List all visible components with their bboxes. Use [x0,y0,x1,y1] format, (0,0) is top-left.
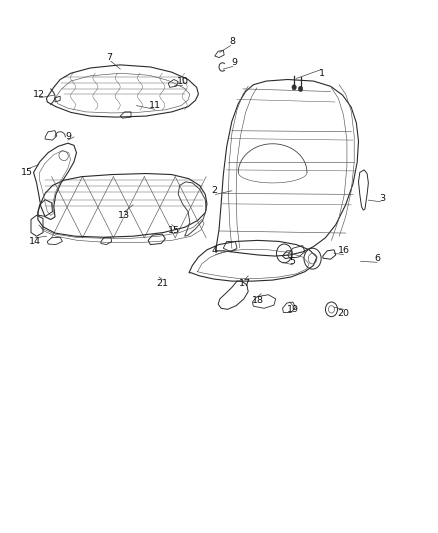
Text: 6: 6 [375,254,381,263]
Text: 11: 11 [148,101,161,110]
Text: 15: 15 [168,227,180,236]
Text: 18: 18 [252,296,264,305]
Text: 13: 13 [118,211,130,220]
Circle shape [292,85,296,90]
Text: 7: 7 [106,53,113,62]
Text: 17: 17 [239,279,251,288]
Text: 12: 12 [33,90,45,99]
Text: 21: 21 [156,279,168,288]
Text: 9: 9 [231,58,237,67]
Text: 16: 16 [338,246,350,255]
Text: 15: 15 [21,168,33,177]
Text: 3: 3 [379,194,385,203]
Text: 4: 4 [212,246,218,255]
Text: 1: 1 [319,69,325,78]
Text: 10: 10 [177,77,188,86]
Text: 14: 14 [28,237,40,246]
Text: 2: 2 [212,186,218,195]
Text: 19: 19 [287,305,299,314]
Text: 5: 5 [289,257,295,266]
Text: 9: 9 [65,133,71,141]
Text: 20: 20 [338,309,350,318]
Text: 8: 8 [229,37,235,46]
Circle shape [298,86,303,92]
